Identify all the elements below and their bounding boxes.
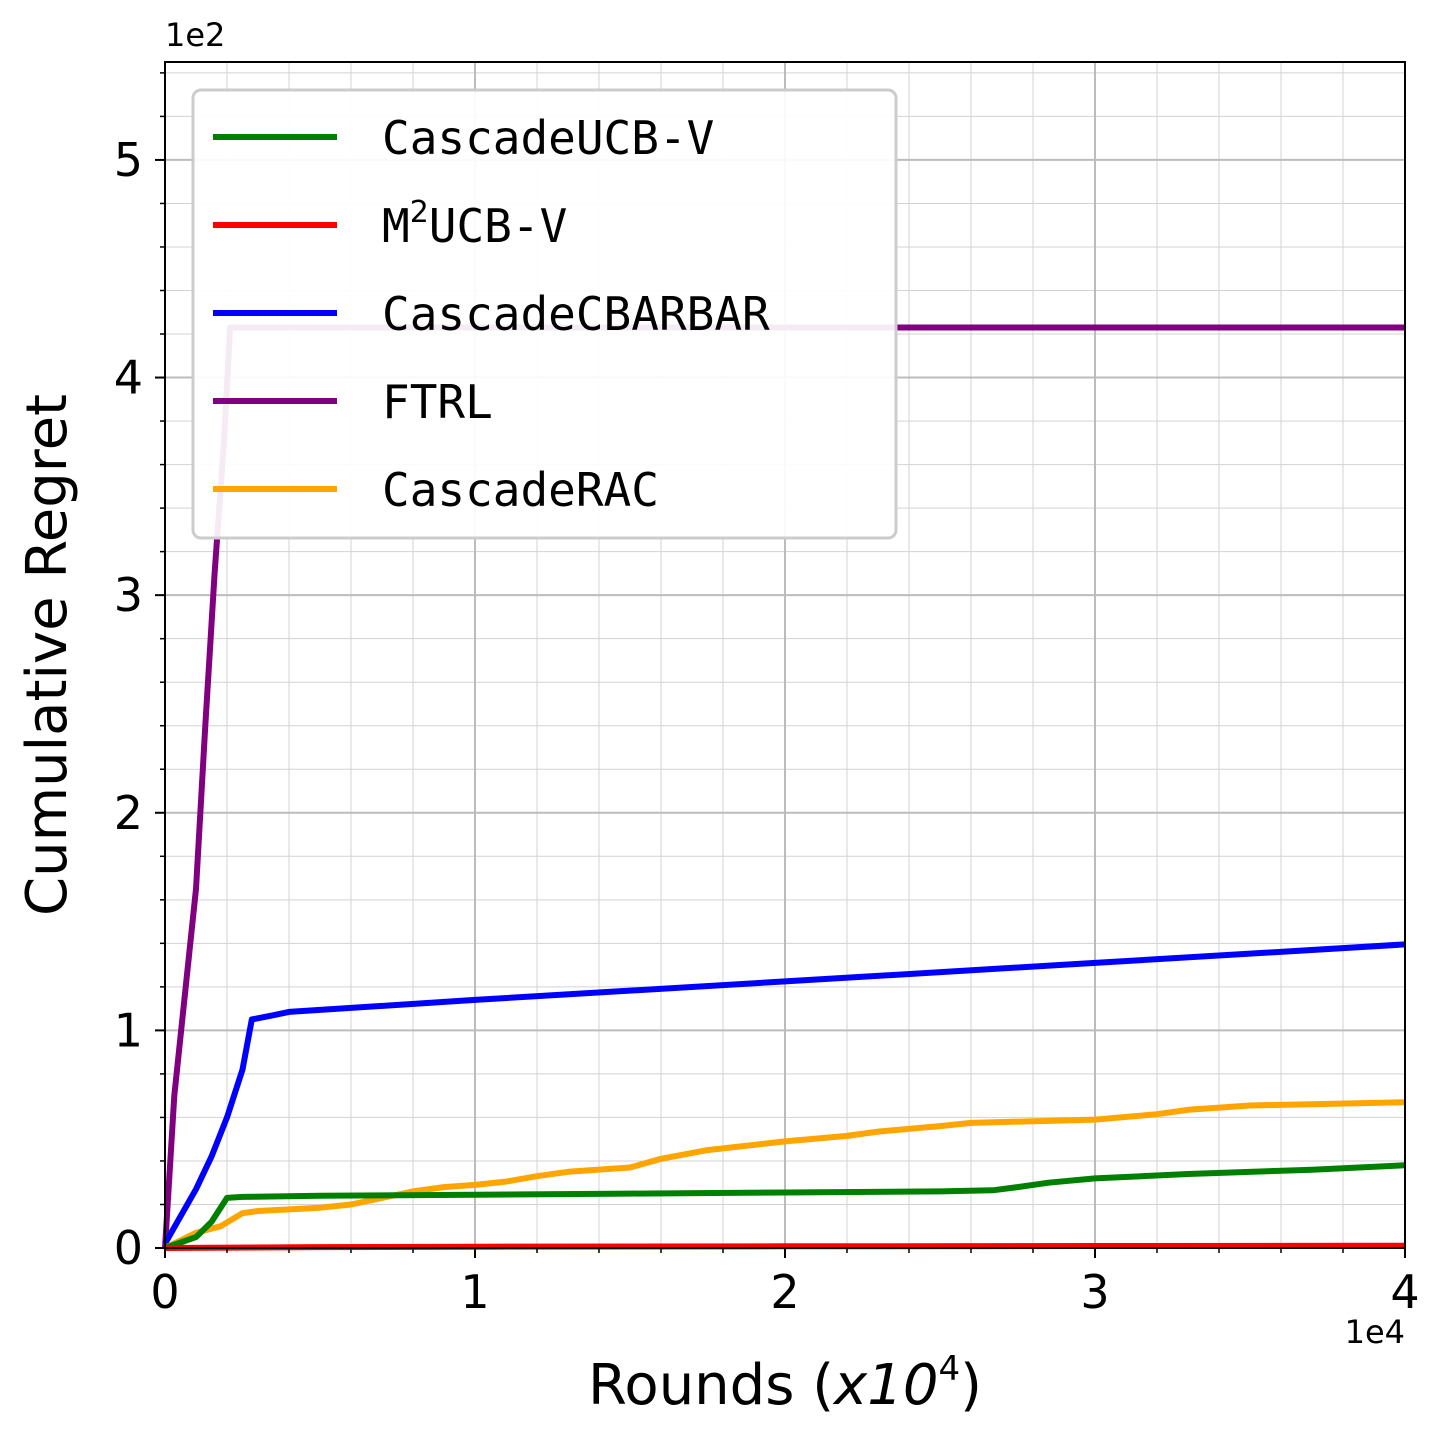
x-tick-label: 2 — [770, 1265, 799, 1319]
legend-label: FTRL — [382, 375, 493, 429]
x-axis-label: Rounds (x104) — [588, 1349, 982, 1418]
legend-label: CascadeUCB-V — [382, 111, 714, 165]
legend: CascadeUCB-V M2UCB-V CascadeCBARBAR FTRL Cas… — [191, 88, 898, 540]
y-tick-label: 1 — [114, 1003, 143, 1057]
y-tick-label: 0 — [114, 1221, 143, 1275]
x-tick-label: 4 — [1390, 1265, 1419, 1319]
series-line — [163, 1099, 1406, 1251]
x-tick-label: 1 — [460, 1265, 489, 1319]
y-axis-label: Cumulative Regret — [15, 394, 80, 916]
legend-label: CascadeCBARBAR — [382, 287, 770, 341]
series-line — [164, 1162, 1406, 1251]
y-tick-label: 5 — [114, 133, 143, 187]
series-line — [162, 941, 1406, 1246]
x-tick-label: 0 — [150, 1265, 179, 1319]
x-tick-label: 3 — [1080, 1265, 1109, 1319]
legend-label: M2UCB-V — [382, 195, 567, 253]
y-offset-label: 1e2 — [165, 16, 225, 54]
axis-ticks: 0 1 2 3 4 0 1 2 3 4 5 — [114, 72, 1420, 1319]
legend-box — [191, 88, 898, 540]
legend-label: CascadeRAC — [382, 463, 659, 517]
y-tick-label: 3 — [114, 568, 143, 622]
x-offset-label: 1e4 — [1345, 1313, 1405, 1351]
y-tick-label: 4 — [114, 351, 143, 405]
y-tick-label: 2 — [114, 786, 143, 840]
